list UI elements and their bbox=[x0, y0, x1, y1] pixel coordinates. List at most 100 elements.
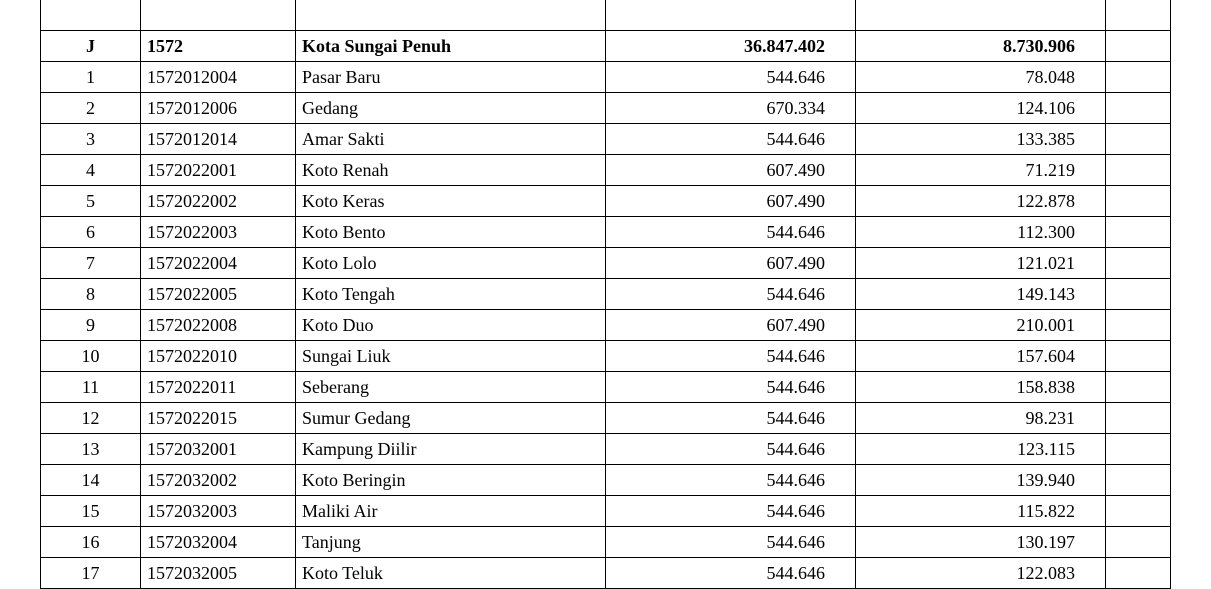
cell-name: Sungai Liuk bbox=[296, 341, 606, 372]
cell-code: 1572022002 bbox=[141, 186, 296, 217]
cell-val2: 71.219 bbox=[856, 155, 1106, 186]
cell-val2: 122.083 bbox=[856, 558, 1106, 589]
cell-val1: 544.646 bbox=[606, 496, 856, 527]
table-row: 14 1572032002 Koto Beringin 544.646 139.… bbox=[41, 465, 1171, 496]
header-cell-val2: 8.730.906 bbox=[856, 31, 1106, 62]
cell-name: Koto Lolo bbox=[296, 248, 606, 279]
cell-extra bbox=[1106, 372, 1171, 403]
cell-val1: 607.490 bbox=[606, 310, 856, 341]
cell-index: 14 bbox=[41, 465, 141, 496]
header-cell-index: J bbox=[41, 31, 141, 62]
cell-extra bbox=[1106, 310, 1171, 341]
cell-extra bbox=[1106, 558, 1171, 589]
cell-index: 3 bbox=[41, 124, 141, 155]
cell-index: 8 bbox=[41, 279, 141, 310]
cell-code: 1572032001 bbox=[141, 434, 296, 465]
table-header-row: J 1572 Kota Sungai Penuh 36.847.402 8.73… bbox=[41, 31, 1171, 62]
cell-index: 1 bbox=[41, 62, 141, 93]
cell-extra bbox=[1106, 279, 1171, 310]
cell-val1: 544.646 bbox=[606, 124, 856, 155]
cell bbox=[141, 0, 296, 31]
cell-code: 1572012006 bbox=[141, 93, 296, 124]
table-row: 13 1572032001 Kampung Diilir 544.646 123… bbox=[41, 434, 1171, 465]
cell-extra bbox=[1106, 155, 1171, 186]
cell-val1: 607.490 bbox=[606, 248, 856, 279]
table-row: 2 1572012006 Gedang 670.334 124.106 bbox=[41, 93, 1171, 124]
cell-name: Pasar Baru bbox=[296, 62, 606, 93]
table-row: 7 1572022004 Koto Lolo 607.490 121.021 bbox=[41, 248, 1171, 279]
cell-val2: 122.878 bbox=[856, 186, 1106, 217]
table-row: 15 1572032003 Maliki Air 544.646 115.822 bbox=[41, 496, 1171, 527]
cell-name: Koto Bento bbox=[296, 217, 606, 248]
cell-code: 1572032002 bbox=[141, 465, 296, 496]
cell-val2: 130.197 bbox=[856, 527, 1106, 558]
cell-val1: 544.646 bbox=[606, 465, 856, 496]
header-cell-code: 1572 bbox=[141, 31, 296, 62]
header-cell-extra bbox=[1106, 31, 1171, 62]
cell-code: 1572022010 bbox=[141, 341, 296, 372]
table-row: 12 1572022015 Sumur Gedang 544.646 98.23… bbox=[41, 403, 1171, 434]
cell-extra bbox=[1106, 124, 1171, 155]
cell-code: 1572022015 bbox=[141, 403, 296, 434]
cell-val1: 544.646 bbox=[606, 341, 856, 372]
cell-val2: 157.604 bbox=[856, 341, 1106, 372]
cell-val1: 544.646 bbox=[606, 372, 856, 403]
cell-code: 1572012014 bbox=[141, 124, 296, 155]
table-row: 8 1572022005 Koto Tengah 544.646 149.143 bbox=[41, 279, 1171, 310]
cell-index: 15 bbox=[41, 496, 141, 527]
header-cell-name: Kota Sungai Penuh bbox=[296, 31, 606, 62]
cell-name: Gedang bbox=[296, 93, 606, 124]
cell-val2: 121.021 bbox=[856, 248, 1106, 279]
cell-val2: 115.822 bbox=[856, 496, 1106, 527]
table-row: 6 1572022003 Koto Bento 544.646 112.300 bbox=[41, 217, 1171, 248]
cell-index: 13 bbox=[41, 434, 141, 465]
cell-index: 7 bbox=[41, 248, 141, 279]
cell-extra bbox=[1106, 341, 1171, 372]
cell bbox=[856, 0, 1106, 31]
cell-name: Koto Beringin bbox=[296, 465, 606, 496]
cell-index: 16 bbox=[41, 527, 141, 558]
cell bbox=[296, 0, 606, 31]
data-table: J 1572 Kota Sungai Penuh 36.847.402 8.73… bbox=[40, 0, 1171, 589]
cell-val1: 544.646 bbox=[606, 62, 856, 93]
cell-val2: 98.231 bbox=[856, 403, 1106, 434]
cell-val2: 123.115 bbox=[856, 434, 1106, 465]
cell-val2: 133.385 bbox=[856, 124, 1106, 155]
cell bbox=[41, 0, 141, 31]
cell-val1: 544.646 bbox=[606, 434, 856, 465]
cell-extra bbox=[1106, 62, 1171, 93]
cell-code: 1572032004 bbox=[141, 527, 296, 558]
table-row: 9 1572022008 Koto Duo 607.490 210.001 bbox=[41, 310, 1171, 341]
cell-val2: 139.940 bbox=[856, 465, 1106, 496]
cell-val2: 78.048 bbox=[856, 62, 1106, 93]
table-row-cutoff-top bbox=[41, 0, 1171, 31]
cell-extra bbox=[1106, 93, 1171, 124]
page-container: J 1572 Kota Sungai Penuh 36.847.402 8.73… bbox=[0, 0, 1211, 589]
cell-val1: 544.646 bbox=[606, 217, 856, 248]
cell-extra bbox=[1106, 496, 1171, 527]
cell-index: 2 bbox=[41, 93, 141, 124]
cell-name: Koto Renah bbox=[296, 155, 606, 186]
cell-code: 1572022001 bbox=[141, 155, 296, 186]
cell-extra bbox=[1106, 403, 1171, 434]
cell-code: 1572012004 bbox=[141, 62, 296, 93]
table-row: 3 1572012014 Amar Sakti 544.646 133.385 bbox=[41, 124, 1171, 155]
cell-code: 1572032005 bbox=[141, 558, 296, 589]
cell-name: Koto Tengah bbox=[296, 279, 606, 310]
cell-extra bbox=[1106, 248, 1171, 279]
table-row: 17 1572032005 Koto Teluk 544.646 122.083 bbox=[41, 558, 1171, 589]
cell-extra bbox=[1106, 186, 1171, 217]
cell-val1: 607.490 bbox=[606, 155, 856, 186]
cell-code: 1572022003 bbox=[141, 217, 296, 248]
cell-index: 11 bbox=[41, 372, 141, 403]
table-row: 10 1572022010 Sungai Liuk 544.646 157.60… bbox=[41, 341, 1171, 372]
cell-index: 12 bbox=[41, 403, 141, 434]
cell-code: 1572022008 bbox=[141, 310, 296, 341]
cell-index: 17 bbox=[41, 558, 141, 589]
cell-name: Maliki Air bbox=[296, 496, 606, 527]
cell-extra bbox=[1106, 465, 1171, 496]
cell-val1: 607.490 bbox=[606, 186, 856, 217]
cell-code: 1572022004 bbox=[141, 248, 296, 279]
table-row: 4 1572022001 Koto Renah 607.490 71.219 bbox=[41, 155, 1171, 186]
cell-extra bbox=[1106, 434, 1171, 465]
